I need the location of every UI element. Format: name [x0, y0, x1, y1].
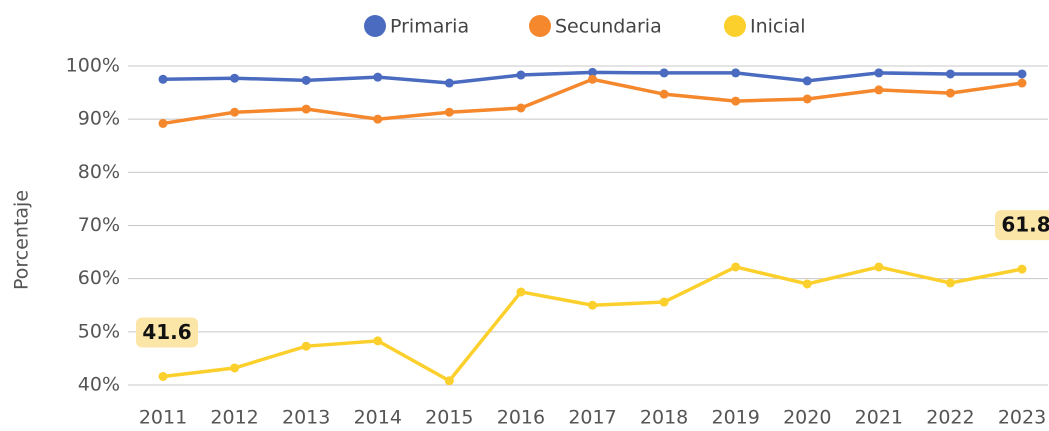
- point: [874, 262, 884, 272]
- point: [158, 371, 168, 381]
- point: [731, 262, 741, 272]
- point: [1017, 78, 1027, 88]
- x-tick-label: 2011: [139, 407, 187, 429]
- x-tick-label: 2015: [425, 407, 473, 429]
- point: [945, 88, 955, 98]
- legend-label: Inicial: [750, 16, 806, 38]
- x-tick-label: 2018: [640, 407, 688, 429]
- series-line: [162, 265, 1023, 383]
- value-label-box: [995, 210, 1049, 241]
- point: [588, 300, 597, 310]
- x-tick-label: 2020: [783, 407, 831, 429]
- point: [802, 76, 812, 86]
- legend-label: Primaria: [390, 16, 469, 38]
- y-tick-label: 80%: [78, 161, 120, 183]
- legend-swatch: [529, 15, 551, 37]
- point: [588, 74, 597, 84]
- point: [874, 85, 884, 95]
- x-tick-label: 2017: [568, 407, 616, 429]
- legend-swatch: [724, 15, 746, 37]
- point: [588, 67, 597, 77]
- point: [158, 118, 168, 128]
- point: [1017, 264, 1027, 274]
- point: [659, 89, 669, 99]
- point: [945, 69, 955, 79]
- point: [373, 336, 383, 346]
- value-label-box: [136, 317, 198, 348]
- x-tick-label: 2021: [855, 407, 903, 429]
- point: [230, 107, 240, 117]
- x-tick-label: 2016: [497, 407, 545, 429]
- point: [874, 68, 884, 78]
- y-tick-label: 90%: [78, 108, 120, 130]
- y-axis-label: Porcentaje: [11, 190, 33, 290]
- point: [158, 74, 168, 84]
- point: [516, 103, 526, 113]
- point: [444, 78, 454, 88]
- x-tick-label: 2023: [998, 407, 1046, 429]
- point: [230, 73, 240, 83]
- point: [444, 107, 454, 117]
- y-tick-label: 70%: [78, 214, 120, 236]
- point: [444, 376, 454, 386]
- point: [230, 363, 240, 373]
- x-tick-label: 2014: [354, 407, 402, 429]
- point: [659, 68, 669, 78]
- y-tick-label: 40%: [78, 374, 120, 396]
- value-label: 61.8: [1001, 213, 1049, 237]
- x-tick-label: 2019: [711, 407, 759, 429]
- x-tick-label: 2013: [282, 407, 330, 429]
- point: [945, 278, 955, 288]
- point: [373, 72, 383, 82]
- point: [802, 94, 812, 104]
- point: [802, 279, 812, 289]
- point: [516, 70, 526, 80]
- point: [731, 96, 741, 106]
- point: [373, 114, 383, 124]
- point: [301, 104, 311, 114]
- series-line: [162, 77, 1023, 126]
- point: [301, 75, 311, 85]
- point: [659, 297, 669, 307]
- x-tick-label: 2022: [926, 407, 974, 429]
- point: [1017, 69, 1027, 79]
- point: [516, 287, 526, 297]
- x-tick-label: 2012: [210, 407, 258, 429]
- legend-swatch: [364, 15, 386, 37]
- y-tick-label: 60%: [78, 267, 120, 289]
- y-tick-label: 100%: [66, 55, 120, 77]
- value-label: 41.6: [142, 320, 191, 344]
- legend-label: Secundaria: [555, 16, 662, 38]
- point: [731, 68, 741, 78]
- y-tick-label: 50%: [78, 320, 120, 342]
- point: [301, 341, 311, 351]
